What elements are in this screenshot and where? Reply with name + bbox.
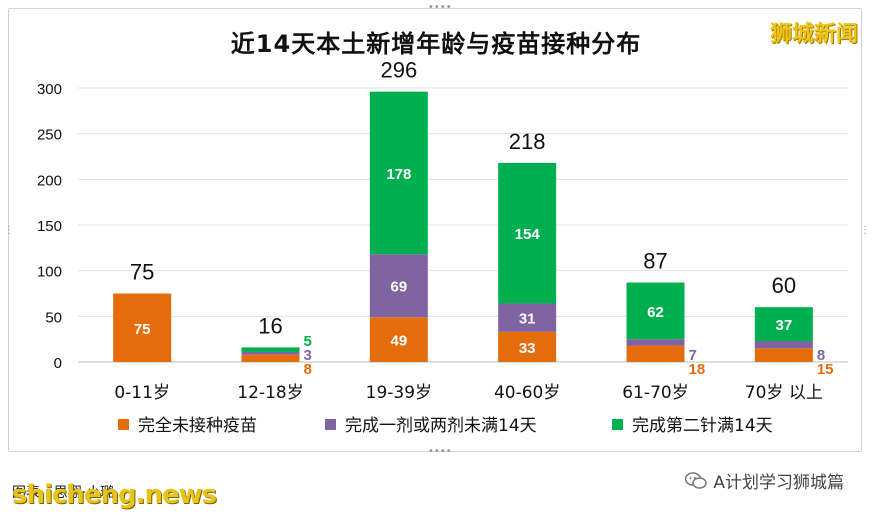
x-tick-label: 0-11岁	[114, 383, 170, 403]
resize-handle-right[interactable]: ⋮	[860, 225, 870, 236]
chart-frame	[8, 8, 862, 452]
brand-watermark: 狮城新闻	[769, 22, 858, 47]
bar-segment	[241, 354, 300, 362]
data-label: 15	[817, 361, 834, 378]
data-label: 75	[134, 321, 151, 338]
resize-handle-top[interactable]: ••••	[428, 2, 452, 13]
legend-swatch	[325, 419, 336, 430]
data-label: 33	[519, 340, 536, 357]
bar-segment	[369, 254, 428, 318]
bar-segment	[626, 282, 685, 340]
y-tick-label: 150	[37, 218, 62, 235]
bar-segment	[754, 348, 813, 362]
bar-segment	[241, 351, 300, 355]
x-tick-label: 70岁 以上	[745, 383, 823, 403]
resize-handle-bottom[interactable]: ••••	[428, 446, 452, 457]
chart-caption: 图表 : 思翔·小璐	[12, 485, 115, 501]
bar-segment	[498, 162, 557, 304]
bar-segment	[626, 339, 685, 346]
y-tick-label: 0	[54, 355, 62, 372]
total-label: 16	[258, 313, 282, 338]
bar-segment	[498, 303, 557, 332]
y-tick-label: 300	[37, 81, 62, 98]
legend-label: 完成第二针满14天	[632, 416, 773, 436]
data-label: 31	[519, 311, 536, 328]
data-label: 18	[689, 361, 706, 378]
data-label: 5	[304, 333, 312, 350]
y-tick-label: 200	[37, 172, 62, 189]
total-label: 60	[772, 273, 796, 298]
data-label: 3	[304, 347, 312, 364]
x-tick-label: 19-39岁	[366, 383, 432, 403]
data-label: 8	[817, 347, 825, 364]
y-tick-label: 250	[37, 127, 62, 144]
site-watermark: shicheng.news	[12, 480, 217, 510]
data-label: 7	[689, 347, 697, 364]
legend-swatch	[118, 419, 129, 430]
total-label: 75	[130, 260, 154, 285]
total-label: 296	[380, 58, 417, 83]
data-label: 49	[390, 333, 407, 350]
data-label: 178	[386, 166, 411, 183]
x-tick-label: 40-60岁	[494, 383, 560, 403]
total-label: 87	[643, 249, 667, 274]
legend-swatch	[612, 419, 623, 430]
data-label: 154	[515, 226, 541, 243]
x-tick-label: 12-18岁	[237, 383, 303, 403]
wechat-account-name: A计划学习狮城篇	[713, 473, 844, 493]
wechat-account: A计划学习狮城篇	[685, 468, 844, 493]
bar-segment	[626, 345, 685, 362]
data-label: 69	[390, 279, 407, 296]
total-label: 218	[509, 129, 546, 154]
bar-segment	[754, 307, 813, 341]
bar-segment	[754, 340, 813, 349]
legend-label: 完全未接种疫苗	[138, 416, 257, 436]
data-label: 8	[304, 361, 312, 378]
bar-segment	[113, 293, 172, 362]
wechat-icon	[685, 471, 708, 490]
x-tick-label: 61-70岁	[622, 383, 688, 403]
y-tick-label: 100	[37, 264, 62, 281]
resize-handle-left[interactable]: ⋮	[4, 225, 14, 236]
bar-segment	[369, 91, 428, 255]
chart-title: 近14天本土新增年龄与疫苗接种分布	[230, 30, 642, 58]
legend-label: 完成一剂或两剂未满14天	[345, 416, 537, 436]
data-label: 37	[775, 317, 792, 334]
bar-segment	[498, 331, 557, 362]
bar-segment	[369, 317, 428, 362]
y-tick-label: 50	[45, 309, 62, 326]
data-label: 62	[647, 304, 664, 321]
bar-segment	[241, 347, 300, 352]
